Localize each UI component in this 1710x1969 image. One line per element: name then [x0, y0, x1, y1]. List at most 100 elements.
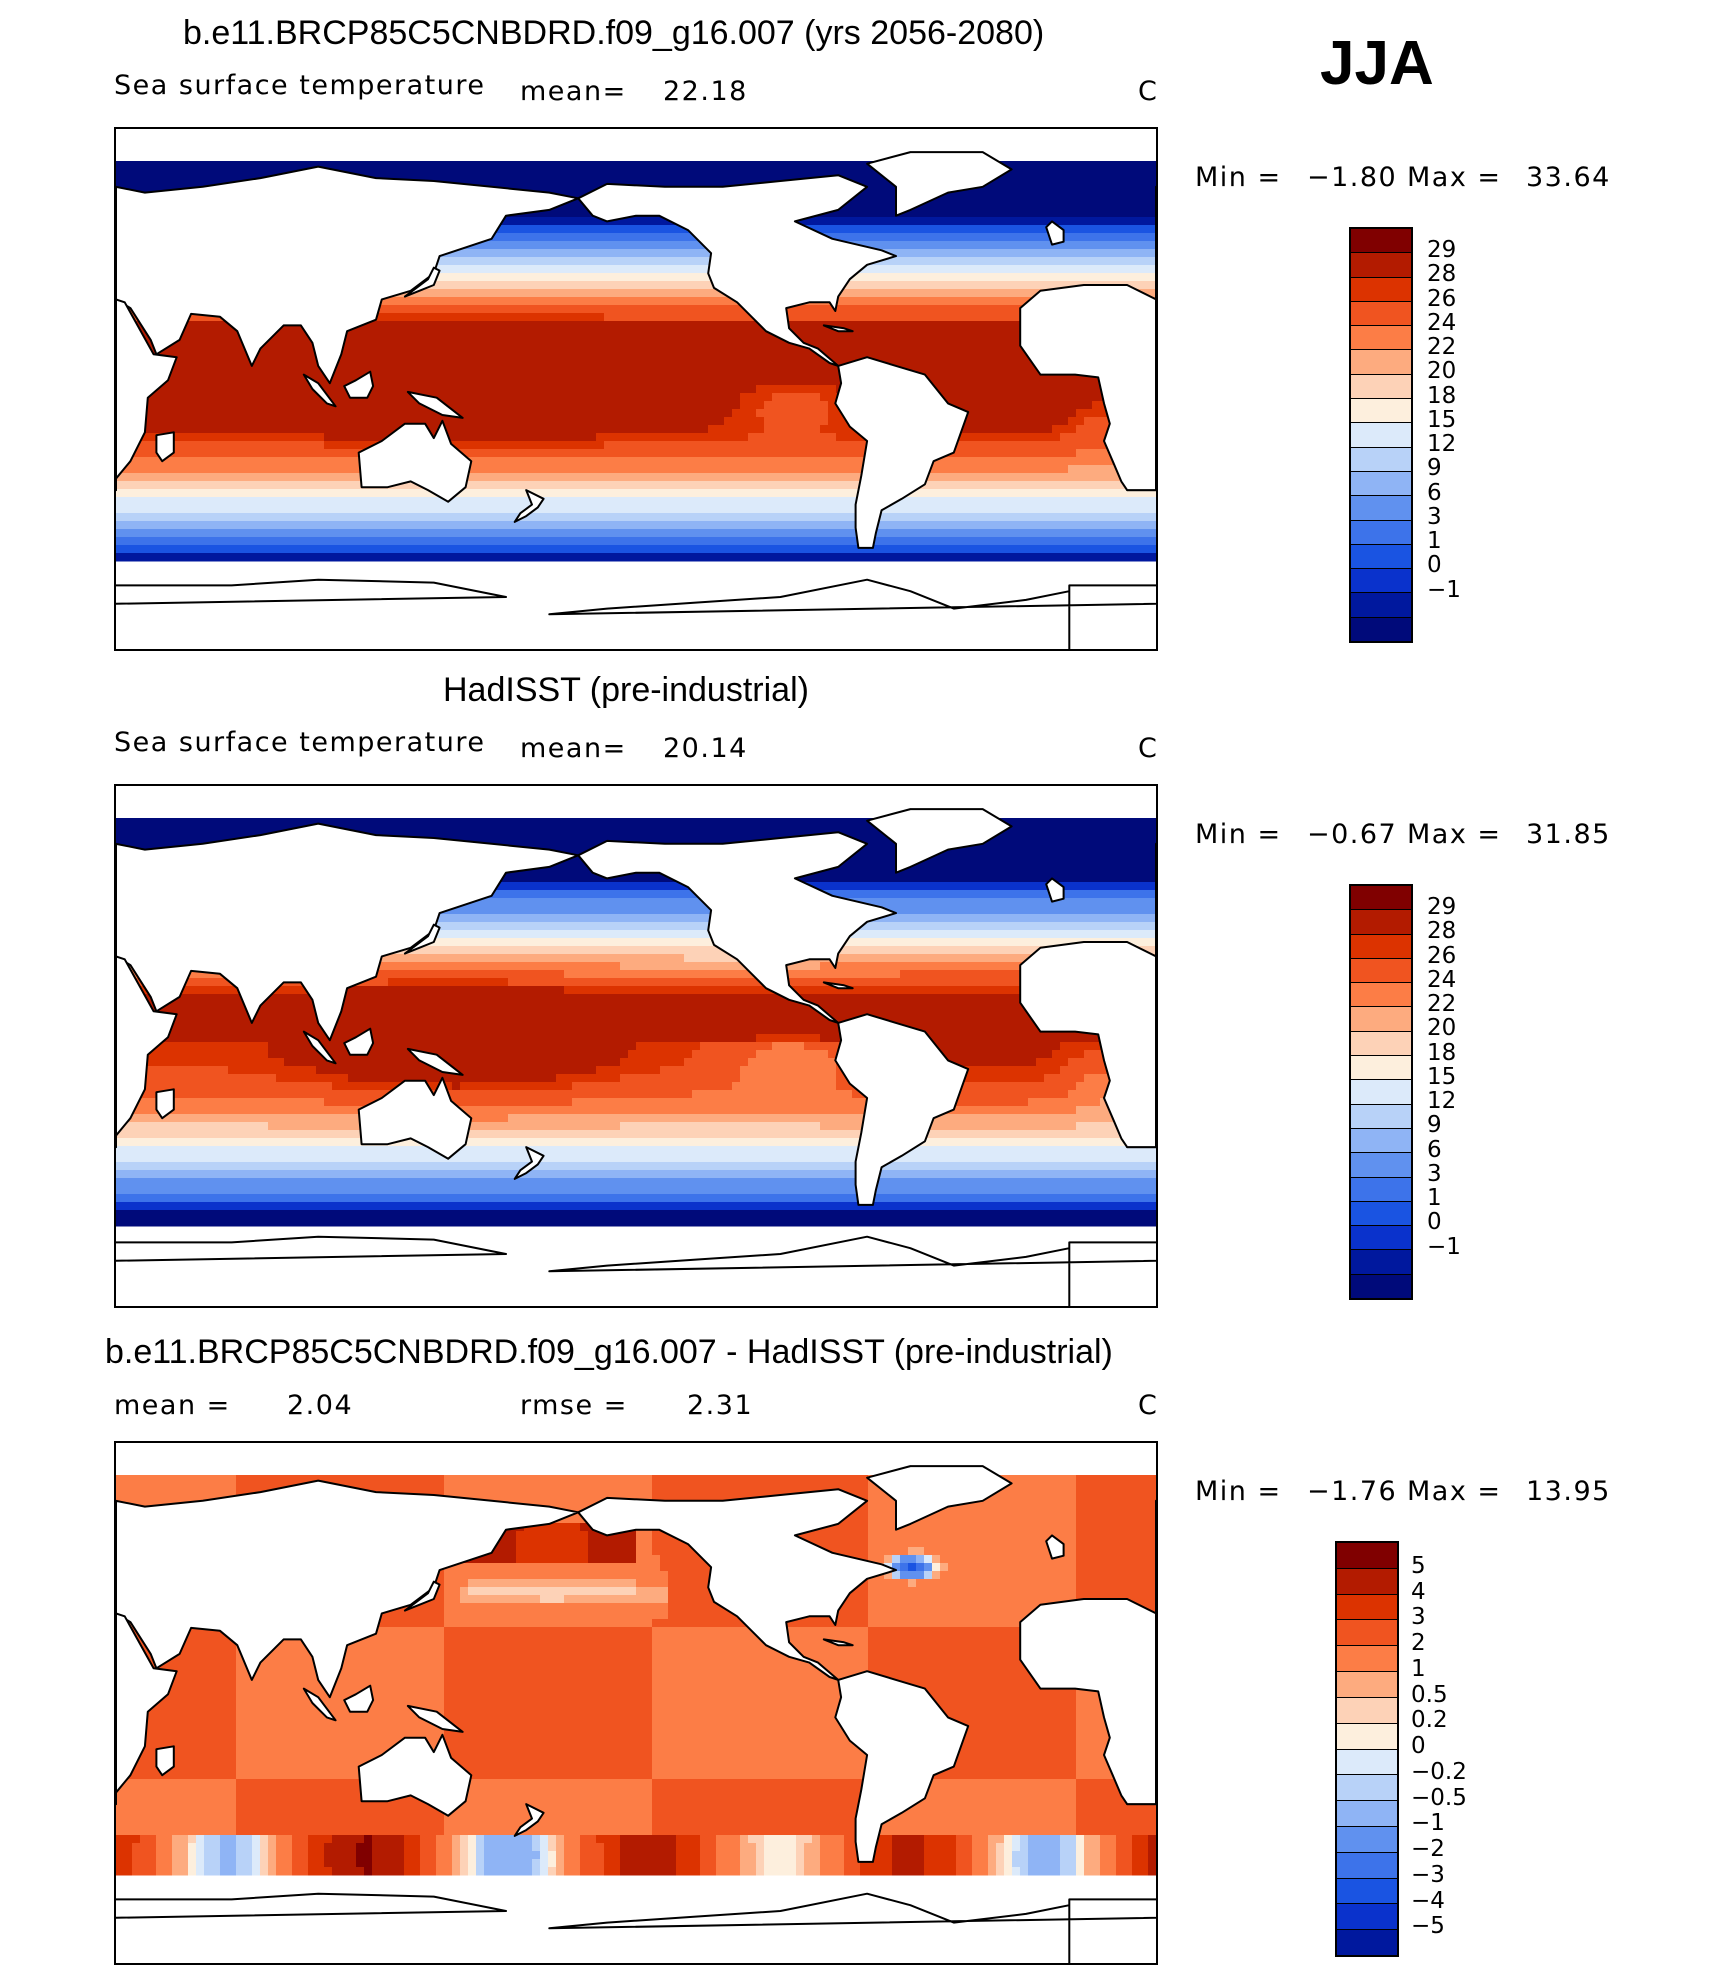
coastline-nz [513, 489, 545, 523]
colorbar-swatch [1337, 1646, 1397, 1673]
colorbar-swatch [1351, 1201, 1411, 1227]
colorbar-swatch [1351, 1007, 1411, 1032]
coastline-africa [116, 955, 178, 1149]
colorbar-swatch [1337, 1697, 1397, 1724]
coastline-borneo [343, 1027, 375, 1056]
colorbar-tick-label: 1 [1427, 1185, 1442, 1212]
coastline-antarctica [548, 1892, 1156, 1963]
coastline-sAmerica [834, 1013, 970, 1206]
colorbar-swatch [1337, 1801, 1397, 1827]
colorbar-tick-label: 15 [1427, 1063, 1457, 1090]
colorbar-tick-label: −4 [1411, 1887, 1445, 1914]
colorbar-swatch [1351, 1274, 1411, 1299]
coastline-eurasia [116, 822, 580, 1042]
panel-3-mean-label: mean = [114, 1390, 231, 1421]
panel-3-max-value: 13.95 [1526, 1476, 1611, 1507]
coastline-sAmerica [834, 1670, 970, 1863]
colorbar-tick-label: 9 [1427, 455, 1442, 482]
colorbar-tick-label: 2 [1411, 1630, 1426, 1656]
coastline-antarctica [548, 578, 1156, 649]
panel-2-map-canvas [116, 808, 1156, 1306]
colorbar-tick-label: 26 [1427, 285, 1457, 312]
panel-3-map [114, 1441, 1158, 1965]
coastline-nz [513, 1146, 545, 1180]
panel-1-map [114, 127, 1158, 651]
colorbar-swatch [1351, 277, 1411, 302]
coastline-uk [1045, 877, 1065, 903]
coastline-newguinea [406, 390, 464, 419]
panel-2-max-label: Max = [1407, 819, 1502, 850]
colorbar-tick-label: 24 [1427, 966, 1457, 993]
colorbar-swatch [1337, 1852, 1397, 1879]
coastline-eurasia [116, 1479, 580, 1699]
coastline-sAmerica [834, 356, 970, 549]
coastline-japan [403, 266, 441, 298]
colorbar-swatch [1351, 253, 1411, 278]
colorbar-tick-label: 28 [1427, 918, 1457, 945]
colorbar-swatch [1351, 374, 1411, 400]
colorbar-swatch [1351, 1128, 1411, 1154]
colorbar-swatch [1351, 886, 1411, 911]
colorbar-tick-label: −1 [1427, 576, 1461, 603]
colorbar-tick-label: 18 [1427, 1039, 1457, 1066]
panel-3-colorbar [1335, 1541, 1399, 1957]
colorbar-tick-label: −3 [1411, 1861, 1445, 1888]
colorbar-tick-label: 0.5 [1411, 1681, 1448, 1708]
colorbar-tick-label: −0.5 [1411, 1784, 1467, 1811]
panel-2-variable-label: Sea surface temperature [114, 727, 486, 758]
colorbar-tick-label: 22 [1427, 991, 1457, 1018]
colorbar-swatch [1351, 447, 1411, 472]
coastline-africa [116, 1612, 178, 1806]
colorbar-swatch [1351, 983, 1411, 1008]
colorbar-tick-label: 0 [1427, 1209, 1442, 1236]
colorbar-tick-label: 24 [1427, 309, 1457, 336]
coastline-antarctica [116, 1235, 507, 1262]
colorbar-tick-label: −2 [1411, 1836, 1445, 1862]
colorbar-tick-label: 18 [1427, 382, 1457, 409]
coastline-sumatra [302, 373, 337, 408]
coastline-newguinea [406, 1704, 464, 1733]
colorbar-swatch [1351, 593, 1411, 618]
colorbar-swatch [1351, 544, 1411, 570]
colorbar-swatch [1351, 1153, 1411, 1178]
panel-2-min-label: Min = [1195, 819, 1282, 850]
coastline-antarctica [548, 1235, 1156, 1306]
colorbar-swatch [1337, 1672, 1397, 1698]
colorbar-swatch [1351, 1031, 1411, 1057]
panel-3-units: C [1138, 1390, 1159, 1421]
colorbar-tick-label: −5 [1411, 1913, 1445, 1940]
panel-2-max-value: 31.85 [1526, 819, 1611, 850]
coastline-greenland [866, 1465, 1013, 1531]
colorbar-tick-label: 3 [1427, 1160, 1442, 1187]
colorbar-tick-label: 29 [1427, 894, 1457, 921]
colorbar-tick-label: 15 [1427, 406, 1457, 433]
coastline-japan [403, 1580, 441, 1612]
colorbar-swatch [1351, 1226, 1411, 1251]
colorbar-tick-label: 6 [1427, 479, 1442, 506]
coastline-japan [403, 923, 441, 955]
panel-3-map-canvas [116, 1465, 1156, 1963]
colorbar-swatch [1351, 471, 1411, 497]
colorbar-swatch [1337, 1930, 1397, 1955]
colorbar-swatch [1337, 1568, 1397, 1595]
coastline-eurasia [116, 165, 580, 385]
coastline-africa [116, 298, 178, 492]
panel-1-colorbar-labels: 29 28 26 24 22 20 18 15 12 9 6 3 1 0 −1 [1427, 227, 1507, 639]
colorbar-swatch [1351, 229, 1411, 254]
coastline-madagascar [155, 1745, 175, 1777]
land-mask [116, 151, 1156, 649]
colorbar-swatch [1337, 1543, 1397, 1569]
colorbar-swatch [1337, 1775, 1397, 1802]
panel-1-variable-label: Sea surface temperature [114, 70, 486, 101]
panel-2-units: C [1138, 733, 1159, 764]
coastline-cuba [822, 981, 854, 990]
colorbar-tick-label: 4 [1411, 1578, 1426, 1605]
coastline-cuba [822, 1638, 854, 1647]
coastline-antarctica [116, 1892, 507, 1919]
panel-2-colorbar-labels: 29 28 26 24 22 20 18 15 12 9 6 3 1 0 −1 [1427, 884, 1507, 1296]
colorbar-swatch [1337, 1723, 1397, 1750]
colorbar-swatch [1351, 934, 1411, 959]
colorbar-swatch [1337, 1904, 1397, 1931]
colorbar-swatch [1351, 1056, 1411, 1081]
colorbar-tick-label: 1 [1411, 1655, 1426, 1682]
